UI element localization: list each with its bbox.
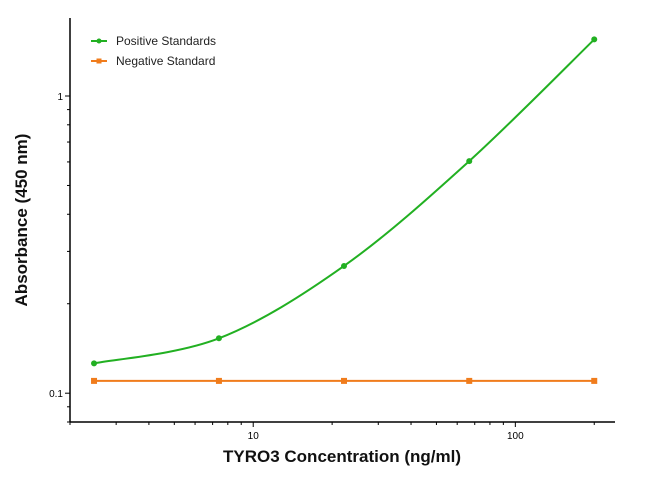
- y-tick-label: 1: [57, 92, 63, 103]
- positive-standards-point: [91, 360, 98, 367]
- x-tick-label: 100: [507, 431, 524, 442]
- legend-marker: [96, 38, 102, 44]
- negative-standard-point: [341, 377, 348, 384]
- legend-label: Negative Standard: [116, 54, 215, 68]
- positive-standards-point: [591, 36, 598, 43]
- series-layer: [91, 36, 598, 384]
- negative-standard-point: [91, 377, 98, 384]
- x-tick-label: 10: [248, 431, 260, 442]
- negative-standard-point: [466, 377, 473, 384]
- negative-standard-point: [215, 377, 222, 384]
- positive-standards-point: [215, 335, 222, 342]
- negative-standard-point: [591, 377, 598, 384]
- y-axis-label: Absorbance (450 nm): [12, 134, 31, 307]
- legend-marker: [96, 58, 102, 64]
- x-axis-label: TYRO3 Concentration (ng/ml): [223, 447, 461, 466]
- axes: 10 100 0.1 1: [49, 18, 615, 442]
- y-tick-label: 0.1: [49, 389, 63, 400]
- positive-standards-point: [466, 158, 473, 165]
- positive-standards-line: [93, 38, 595, 365]
- legend-label: Positive Standards: [116, 34, 216, 48]
- legend: Positive Standards Negative Standard: [91, 34, 216, 68]
- positive-standards-point: [341, 262, 348, 269]
